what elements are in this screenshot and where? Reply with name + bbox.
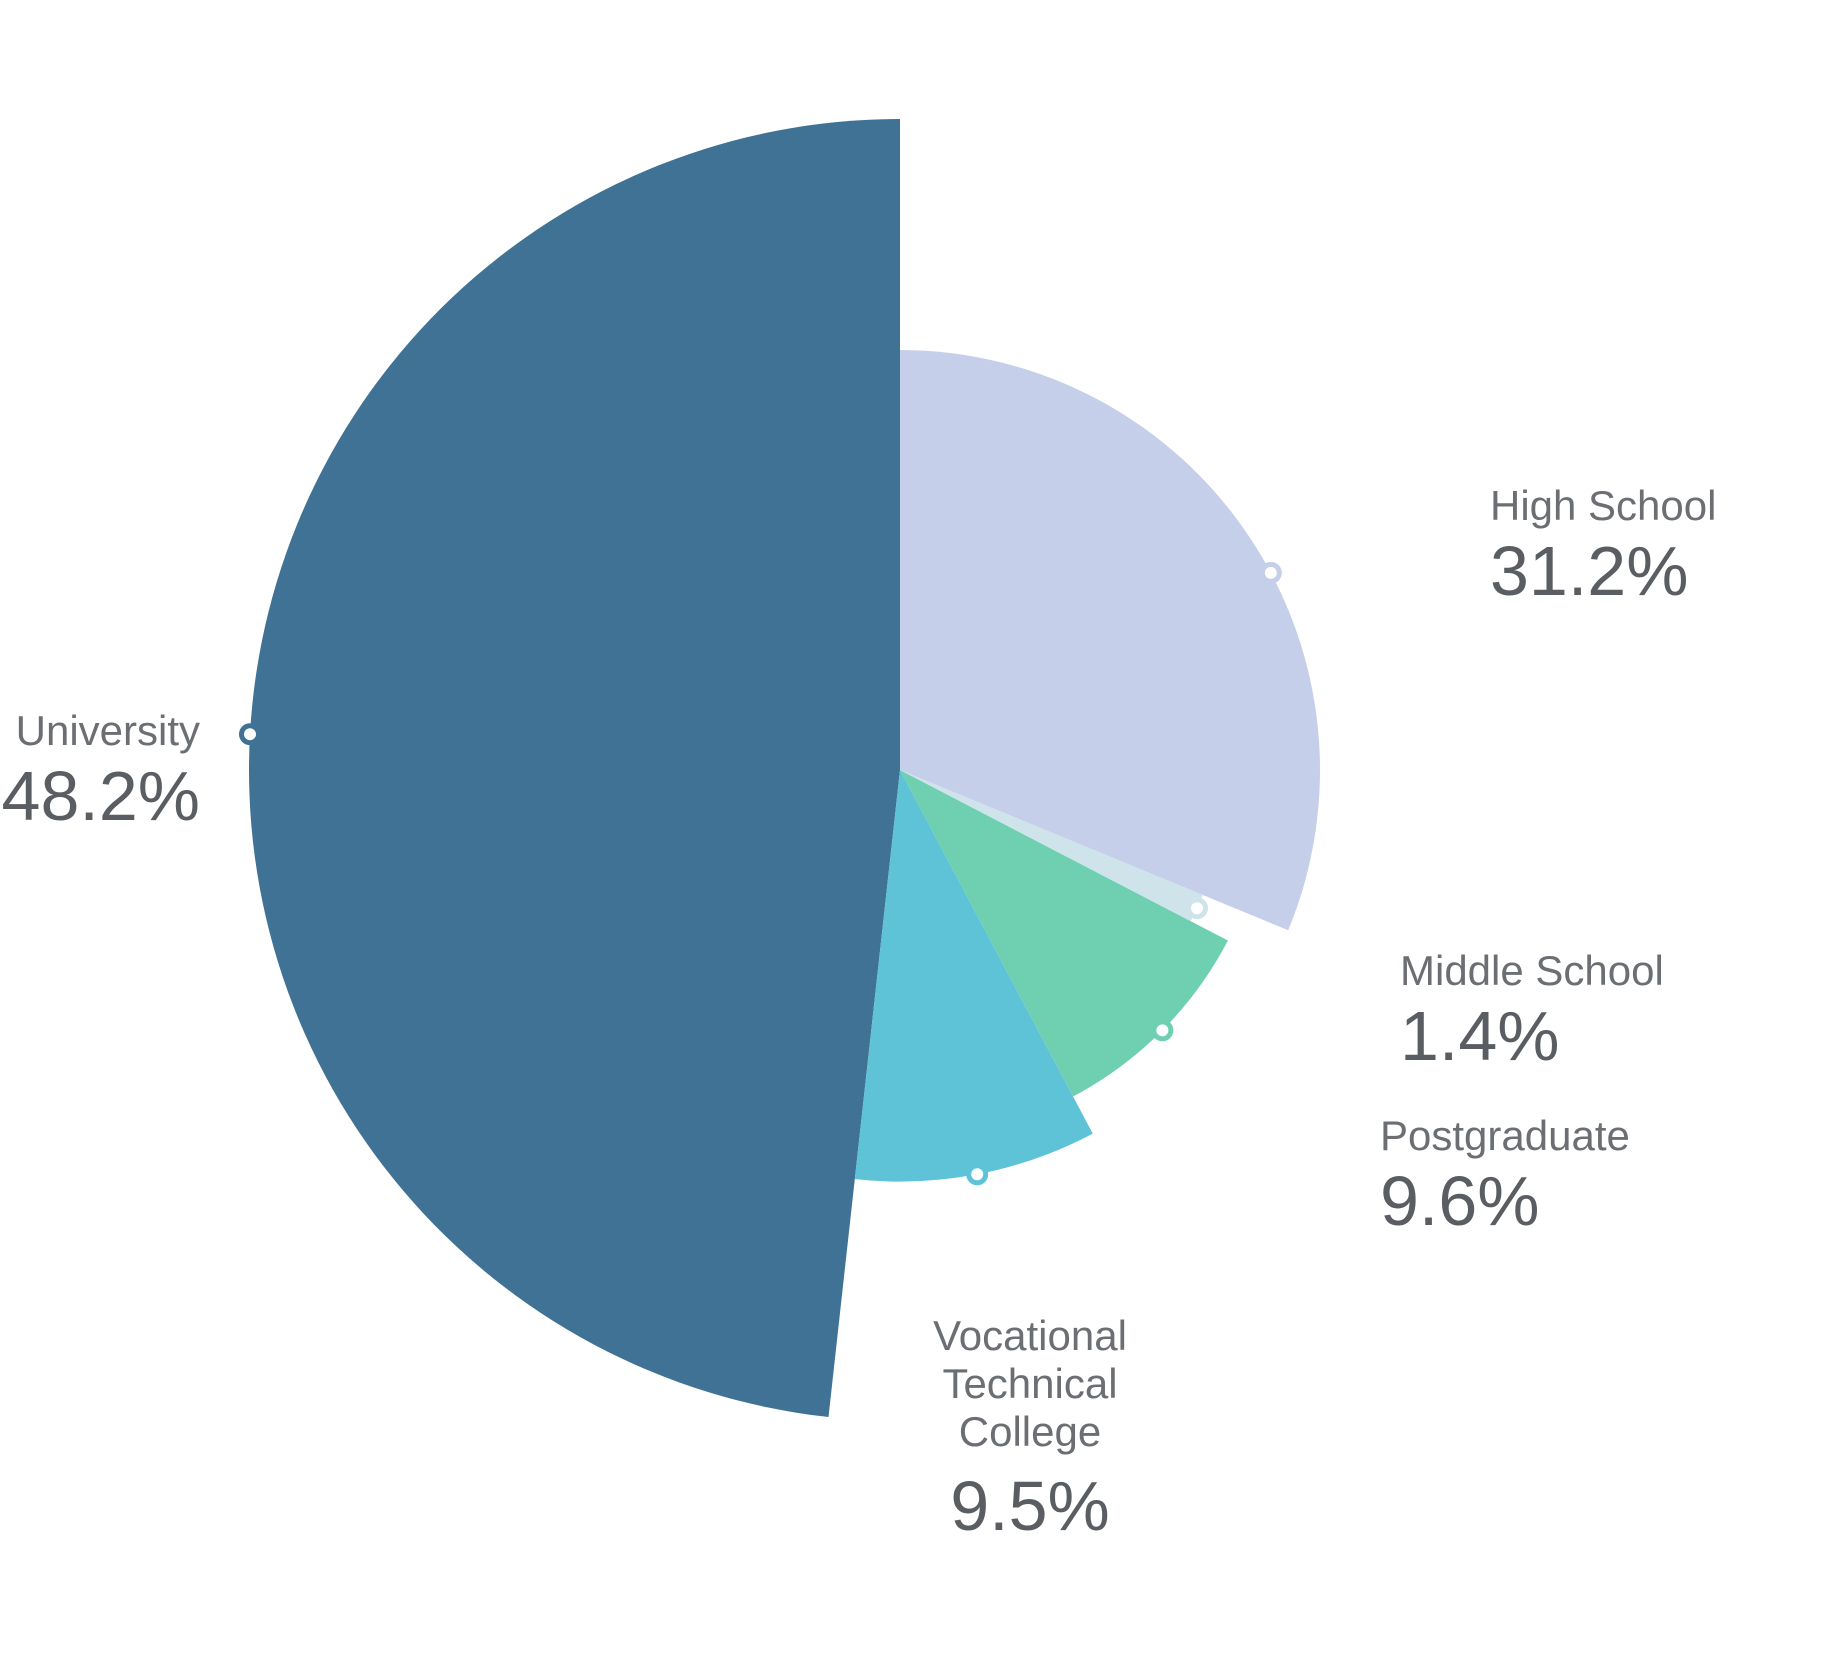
label-pct-high_school: 31.2%	[1490, 532, 1688, 610]
polar-pie-chart: High School31.2% Middle School1.4% Postgra…	[0, 0, 1829, 1666]
label-title-vocational-1: Technical	[942, 1360, 1117, 1407]
label-title-high_school: High School	[1490, 482, 1716, 529]
marker-inner-middle_school	[1191, 902, 1203, 914]
marker-inner-vocational	[971, 1168, 983, 1180]
label-title-middle_school: Middle School	[1400, 947, 1664, 994]
label-title-vocational-2: College	[959, 1408, 1101, 1455]
label-title-postgraduate: Postgraduate	[1380, 1112, 1630, 1159]
label-title-university: University	[16, 707, 200, 754]
label-pct-vocational: 9.5%	[950, 1467, 1110, 1545]
label-pct-middle_school: 1.4%	[1400, 997, 1560, 1075]
label-pct-university: 48.2%	[2, 757, 200, 835]
label-title-vocational-0: Vocational	[933, 1312, 1127, 1359]
slice-university	[249, 119, 900, 1417]
marker-inner-postgraduate	[1156, 1024, 1168, 1036]
marker-inner-high_school	[1265, 567, 1277, 579]
label-pct-postgraduate: 9.6%	[1380, 1162, 1540, 1240]
marker-inner-university	[244, 728, 256, 740]
